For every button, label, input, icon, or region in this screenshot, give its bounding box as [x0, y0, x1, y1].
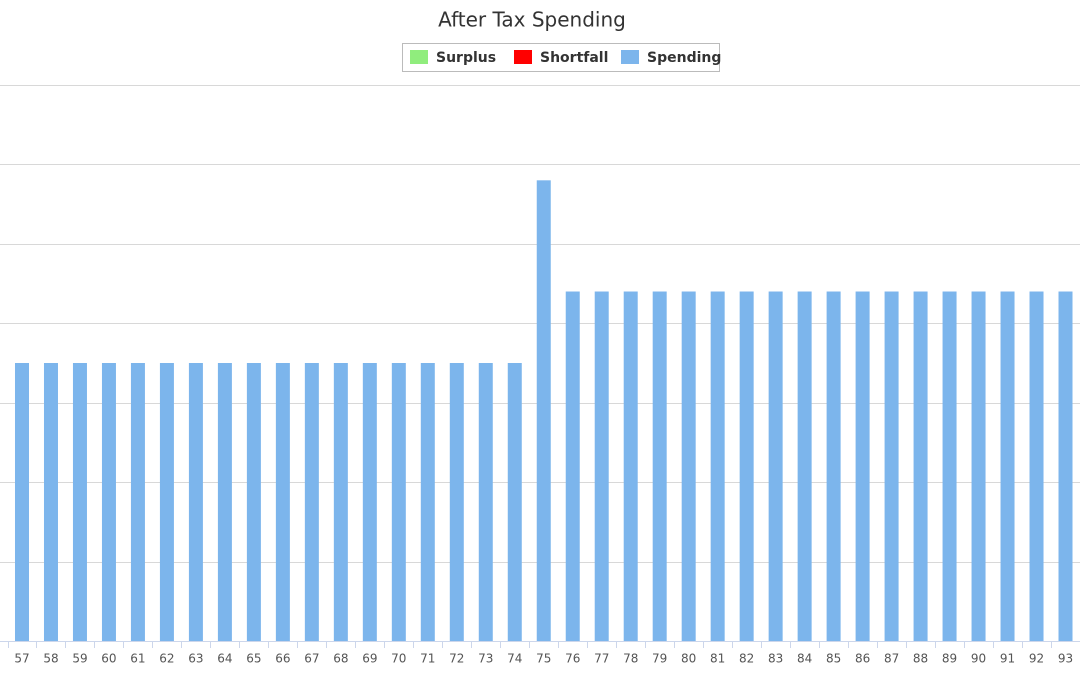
legend-label: Spending — [647, 50, 721, 66]
x-tick-label: 69 — [362, 652, 377, 666]
x-tick-label: 73 — [478, 652, 493, 666]
x-tick-label: 60 — [101, 652, 116, 666]
x-tick-label: 64 — [217, 652, 232, 666]
bar — [246, 363, 261, 641]
x-tick-label: 84 — [797, 652, 812, 666]
bar — [43, 363, 58, 641]
bar — [217, 363, 232, 641]
x-tick-label: 92 — [1029, 652, 1044, 666]
x-tick-label: 77 — [594, 652, 609, 666]
x-tick-label: 76 — [565, 652, 580, 666]
bar — [536, 180, 551, 642]
x-tick-label: 68 — [333, 652, 348, 666]
bar — [710, 291, 725, 641]
bar — [681, 291, 696, 641]
bar — [594, 291, 609, 641]
bar — [855, 291, 870, 641]
bar — [826, 291, 841, 641]
x-tick-label: 67 — [304, 652, 319, 666]
x-tick-label: 70 — [391, 652, 406, 666]
x-tick-label: 57 — [14, 652, 29, 666]
bar — [1000, 291, 1015, 641]
legend-swatch — [410, 50, 428, 64]
x-tick-label: 78 — [623, 652, 638, 666]
bar — [130, 363, 145, 641]
bar — [14, 363, 29, 641]
x-tick-label: 71 — [420, 652, 435, 666]
bar — [565, 291, 580, 641]
bar — [188, 363, 203, 641]
x-tick-label: 58 — [43, 652, 58, 666]
bar — [768, 291, 783, 641]
bar — [333, 363, 348, 641]
legend-label: Surplus — [436, 50, 496, 66]
x-tick-label: 79 — [652, 652, 667, 666]
x-tick-label: 89 — [942, 652, 957, 666]
x-tick-label: 93 — [1058, 652, 1073, 666]
x-tick-label: 74 — [507, 652, 522, 666]
bar — [797, 291, 812, 641]
x-tick-label: 72 — [449, 652, 464, 666]
x-tick-label: 87 — [884, 652, 899, 666]
x-tick-label: 81 — [710, 652, 725, 666]
x-tick-label: 90 — [971, 652, 986, 666]
x-tick-label: 88 — [913, 652, 928, 666]
bar — [1058, 291, 1073, 641]
x-tick-label: 83 — [768, 652, 783, 666]
x-tick-label: 82 — [739, 652, 754, 666]
chart-title: After Tax Spending — [438, 8, 626, 32]
x-tick-label: 59 — [72, 652, 87, 666]
x-tick-label: 62 — [159, 652, 174, 666]
bar — [884, 291, 899, 641]
bar — [623, 291, 638, 641]
legend-label: Shortfall — [540, 50, 608, 66]
bar — [942, 291, 957, 641]
legend-box — [402, 43, 720, 72]
bar — [101, 363, 116, 641]
bar — [652, 291, 667, 641]
bar — [275, 363, 290, 641]
x-tick-label: 61 — [130, 652, 145, 666]
bar — [1029, 291, 1044, 641]
bar — [971, 291, 986, 641]
x-tick-label: 75 — [536, 652, 551, 666]
bar — [449, 363, 464, 641]
x-tick-label: 85 — [826, 652, 841, 666]
x-tick-label: 63 — [188, 652, 203, 666]
x-tick-label: 65 — [246, 652, 261, 666]
bar — [913, 291, 928, 641]
bar — [420, 363, 435, 641]
bar — [72, 363, 87, 641]
bar — [739, 291, 754, 641]
bar — [362, 363, 377, 641]
x-tick-label: 91 — [1000, 652, 1015, 666]
bar — [304, 363, 319, 641]
bar — [478, 363, 493, 641]
x-tick-label: 86 — [855, 652, 870, 666]
bar — [391, 363, 406, 641]
bar — [159, 363, 174, 641]
bar — [507, 363, 522, 641]
legend-swatch — [514, 50, 532, 64]
x-tick-label: 80 — [681, 652, 696, 666]
x-tick-label: 66 — [275, 652, 290, 666]
legend-swatch — [621, 50, 639, 64]
